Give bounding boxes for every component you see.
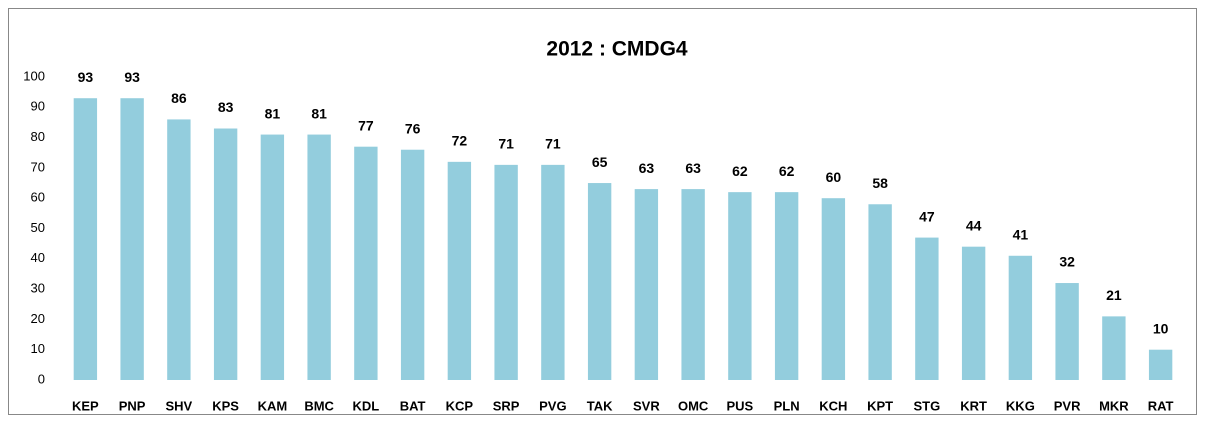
data-label: 10 xyxy=(1153,320,1169,336)
bar xyxy=(728,192,752,380)
bar xyxy=(400,149,425,380)
data-label: 32 xyxy=(1059,254,1075,270)
bar xyxy=(73,98,98,381)
bar xyxy=(774,192,799,380)
bar xyxy=(120,98,144,381)
bar xyxy=(541,164,565,380)
x-tick-label: SHV xyxy=(166,398,193,413)
data-label: 71 xyxy=(545,136,561,152)
data-label: 86 xyxy=(171,90,187,106)
data-label: 72 xyxy=(452,133,468,149)
x-tick-label: KDL xyxy=(353,398,380,413)
data-label: 93 xyxy=(78,69,94,85)
data-label: 62 xyxy=(779,163,795,179)
data-label: 62 xyxy=(732,163,748,179)
x-tick-label: BAT xyxy=(400,398,426,413)
y-tick-label: 50 xyxy=(31,220,45,235)
data-label: 65 xyxy=(592,154,608,170)
bar xyxy=(1102,316,1126,380)
x-tick-label: PNP xyxy=(119,398,146,413)
x-tick-label: OMC xyxy=(678,398,709,413)
x-tick-label: KCP xyxy=(446,398,474,413)
y-tick-label: 10 xyxy=(31,341,45,356)
x-tick-label: TAK xyxy=(587,398,613,413)
bar xyxy=(868,204,892,380)
x-tick-label: KEP xyxy=(72,398,99,413)
data-label: 76 xyxy=(405,120,421,136)
y-tick-label: 60 xyxy=(31,190,45,205)
bar xyxy=(1008,255,1033,380)
bar xyxy=(494,164,518,380)
bar xyxy=(354,146,378,380)
x-tick-label: KPT xyxy=(867,398,893,413)
y-tick-label: 70 xyxy=(31,159,45,174)
x-tick-label: PVR xyxy=(1054,398,1081,413)
x-tick-label: KCH xyxy=(819,398,847,413)
x-tick-label: KPS xyxy=(212,398,239,413)
bar xyxy=(447,161,472,380)
bar xyxy=(167,119,191,381)
bar xyxy=(213,128,238,380)
x-tick-label: MKR xyxy=(1099,398,1129,413)
data-label: 63 xyxy=(685,160,701,176)
data-label: 21 xyxy=(1106,287,1122,303)
bar xyxy=(587,183,612,380)
x-tick-label: SVR xyxy=(633,398,660,413)
bar xyxy=(634,189,659,380)
data-label: 93 xyxy=(124,69,140,85)
data-label: 41 xyxy=(1013,226,1029,242)
x-tick-label: BMC xyxy=(304,398,334,413)
data-label: 58 xyxy=(872,175,888,191)
x-tick-label: KAM xyxy=(258,398,288,413)
x-tick-label: KKG xyxy=(1006,398,1035,413)
data-label: 60 xyxy=(826,169,842,185)
x-tick-label: PLN xyxy=(774,398,800,413)
x-tick-label: PUS xyxy=(727,398,754,413)
bar xyxy=(681,189,705,380)
data-label: 44 xyxy=(966,217,982,233)
bar xyxy=(915,237,939,380)
y-tick-label: 20 xyxy=(31,311,45,326)
data-label: 47 xyxy=(919,208,935,224)
data-label: 83 xyxy=(218,99,234,115)
bar xyxy=(1148,349,1173,380)
x-tick-label: PVG xyxy=(539,398,566,413)
bar xyxy=(1055,283,1079,380)
y-tick-label: 80 xyxy=(31,129,45,144)
bar xyxy=(307,134,331,380)
data-label: 71 xyxy=(498,136,514,152)
x-tick-label: KRT xyxy=(960,398,987,413)
data-label: 63 xyxy=(639,160,655,176)
y-tick-label: 30 xyxy=(31,281,45,296)
y-tick-label: 40 xyxy=(31,250,45,265)
data-label: 81 xyxy=(311,105,327,121)
data-label: 81 xyxy=(265,105,281,121)
y-tick-label: 0 xyxy=(38,371,45,386)
y-tick-label: 90 xyxy=(31,99,45,114)
data-label: 77 xyxy=(358,117,374,133)
x-tick-label: SRP xyxy=(493,398,520,413)
x-tick-label: RAT xyxy=(1148,398,1174,413)
chart-title: 2012 : CMDG4 xyxy=(546,38,688,61)
x-tick-label: STG xyxy=(914,398,941,413)
bar xyxy=(961,246,986,380)
bar xyxy=(260,134,285,380)
y-tick-label: 100 xyxy=(23,68,45,83)
bar xyxy=(821,198,846,380)
